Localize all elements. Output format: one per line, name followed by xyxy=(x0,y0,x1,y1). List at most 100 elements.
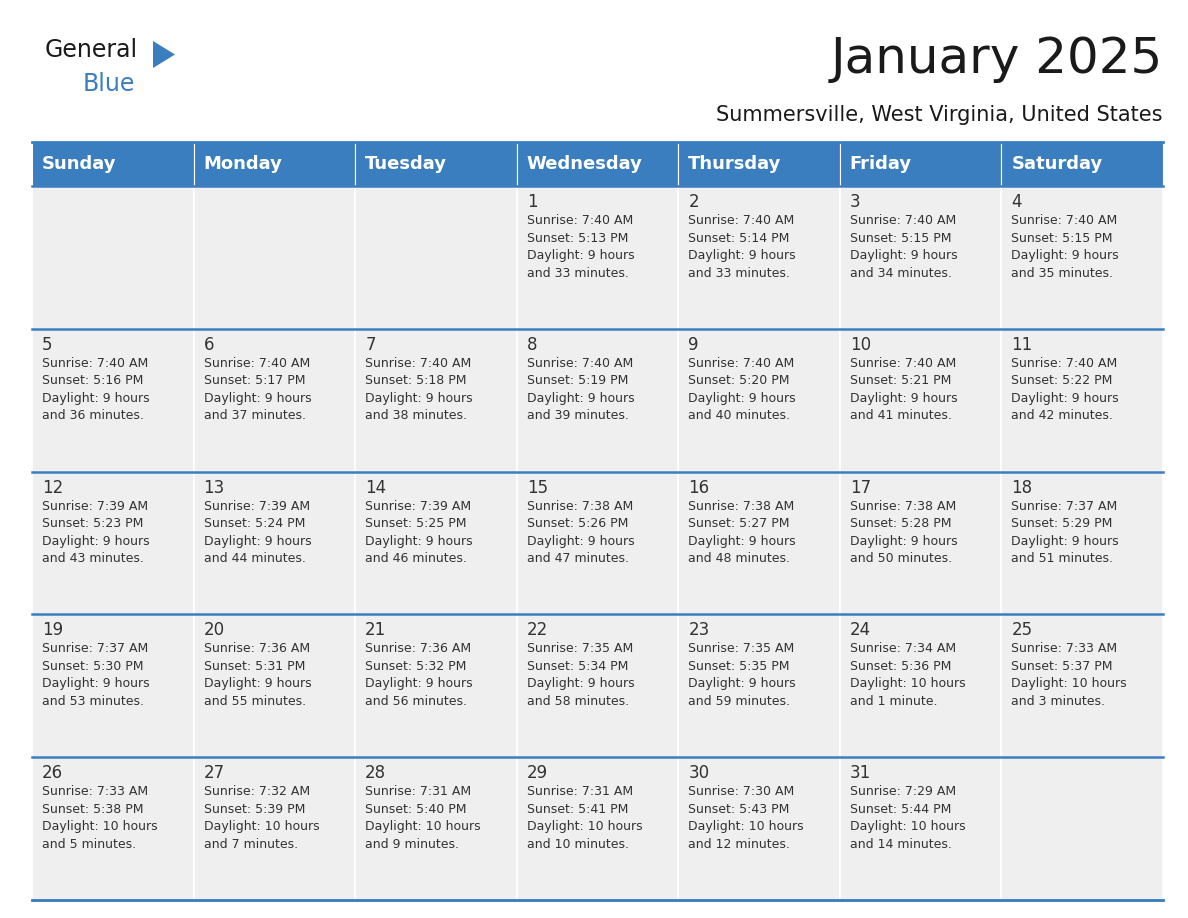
Text: Sunrise: 7:40 AM
Sunset: 5:15 PM
Daylight: 9 hours
and 35 minutes.: Sunrise: 7:40 AM Sunset: 5:15 PM Dayligh… xyxy=(1011,214,1119,279)
Text: Sunrise: 7:30 AM
Sunset: 5:43 PM
Daylight: 10 hours
and 12 minutes.: Sunrise: 7:30 AM Sunset: 5:43 PM Dayligh… xyxy=(688,785,804,851)
Text: Sunrise: 7:31 AM
Sunset: 5:40 PM
Daylight: 10 hours
and 9 minutes.: Sunrise: 7:31 AM Sunset: 5:40 PM Dayligh… xyxy=(365,785,481,851)
Bar xyxy=(840,142,1001,186)
Text: 30: 30 xyxy=(688,764,709,782)
Text: 25: 25 xyxy=(1011,621,1032,640)
Bar xyxy=(194,472,355,614)
Bar xyxy=(517,186,678,329)
Bar xyxy=(517,614,678,757)
Bar xyxy=(840,186,1001,329)
Text: 24: 24 xyxy=(849,621,871,640)
Bar xyxy=(840,757,1001,900)
Text: 27: 27 xyxy=(203,764,225,782)
Bar xyxy=(840,614,1001,757)
Text: Sunrise: 7:32 AM
Sunset: 5:39 PM
Daylight: 10 hours
and 7 minutes.: Sunrise: 7:32 AM Sunset: 5:39 PM Dayligh… xyxy=(203,785,320,851)
Bar xyxy=(517,142,678,186)
Bar xyxy=(355,142,517,186)
Text: Sunrise: 7:40 AM
Sunset: 5:18 PM
Daylight: 9 hours
and 38 minutes.: Sunrise: 7:40 AM Sunset: 5:18 PM Dayligh… xyxy=(365,357,473,422)
Text: 26: 26 xyxy=(42,764,63,782)
Text: Sunrise: 7:38 AM
Sunset: 5:27 PM
Daylight: 9 hours
and 48 minutes.: Sunrise: 7:38 AM Sunset: 5:27 PM Dayligh… xyxy=(688,499,796,565)
Text: Summersville, West Virginia, United States: Summersville, West Virginia, United Stat… xyxy=(716,105,1163,125)
Text: 10: 10 xyxy=(849,336,871,353)
Bar xyxy=(1001,329,1163,472)
Text: Thursday: Thursday xyxy=(688,155,782,173)
Text: General: General xyxy=(45,38,138,62)
Text: Sunrise: 7:36 AM
Sunset: 5:32 PM
Daylight: 9 hours
and 56 minutes.: Sunrise: 7:36 AM Sunset: 5:32 PM Dayligh… xyxy=(365,643,473,708)
Bar xyxy=(194,142,355,186)
Text: 16: 16 xyxy=(688,478,709,497)
Bar xyxy=(32,142,194,186)
Bar xyxy=(1001,757,1163,900)
Text: Sunrise: 7:34 AM
Sunset: 5:36 PM
Daylight: 10 hours
and 1 minute.: Sunrise: 7:34 AM Sunset: 5:36 PM Dayligh… xyxy=(849,643,966,708)
Text: Sunrise: 7:36 AM
Sunset: 5:31 PM
Daylight: 9 hours
and 55 minutes.: Sunrise: 7:36 AM Sunset: 5:31 PM Dayligh… xyxy=(203,643,311,708)
Text: Blue: Blue xyxy=(83,72,135,96)
Text: 20: 20 xyxy=(203,621,225,640)
Text: 6: 6 xyxy=(203,336,214,353)
Text: Sunrise: 7:31 AM
Sunset: 5:41 PM
Daylight: 10 hours
and 10 minutes.: Sunrise: 7:31 AM Sunset: 5:41 PM Dayligh… xyxy=(526,785,643,851)
Bar xyxy=(32,186,194,329)
Text: Sunrise: 7:40 AM
Sunset: 5:16 PM
Daylight: 9 hours
and 36 minutes.: Sunrise: 7:40 AM Sunset: 5:16 PM Dayligh… xyxy=(42,357,150,422)
Text: Sunrise: 7:40 AM
Sunset: 5:14 PM
Daylight: 9 hours
and 33 minutes.: Sunrise: 7:40 AM Sunset: 5:14 PM Dayligh… xyxy=(688,214,796,279)
Bar xyxy=(32,757,194,900)
Text: 19: 19 xyxy=(42,621,63,640)
Bar xyxy=(678,329,840,472)
Text: Sunrise: 7:40 AM
Sunset: 5:21 PM
Daylight: 9 hours
and 41 minutes.: Sunrise: 7:40 AM Sunset: 5:21 PM Dayligh… xyxy=(849,357,958,422)
Text: 14: 14 xyxy=(365,478,386,497)
Text: Sunrise: 7:35 AM
Sunset: 5:35 PM
Daylight: 9 hours
and 59 minutes.: Sunrise: 7:35 AM Sunset: 5:35 PM Dayligh… xyxy=(688,643,796,708)
Text: Sunrise: 7:29 AM
Sunset: 5:44 PM
Daylight: 10 hours
and 14 minutes.: Sunrise: 7:29 AM Sunset: 5:44 PM Dayligh… xyxy=(849,785,966,851)
Text: Sunrise: 7:40 AM
Sunset: 5:15 PM
Daylight: 9 hours
and 34 minutes.: Sunrise: 7:40 AM Sunset: 5:15 PM Dayligh… xyxy=(849,214,958,279)
Bar xyxy=(840,472,1001,614)
Text: 2: 2 xyxy=(688,193,699,211)
Text: Sunrise: 7:40 AM
Sunset: 5:22 PM
Daylight: 9 hours
and 42 minutes.: Sunrise: 7:40 AM Sunset: 5:22 PM Dayligh… xyxy=(1011,357,1119,422)
Text: 21: 21 xyxy=(365,621,386,640)
Bar xyxy=(678,757,840,900)
Text: 1: 1 xyxy=(526,193,537,211)
Bar xyxy=(32,329,194,472)
Text: 23: 23 xyxy=(688,621,709,640)
Text: Sunrise: 7:33 AM
Sunset: 5:38 PM
Daylight: 10 hours
and 5 minutes.: Sunrise: 7:33 AM Sunset: 5:38 PM Dayligh… xyxy=(42,785,158,851)
Bar xyxy=(1001,472,1163,614)
Bar xyxy=(840,329,1001,472)
Bar xyxy=(32,614,194,757)
Text: 7: 7 xyxy=(365,336,375,353)
Text: Sunday: Sunday xyxy=(42,155,116,173)
Bar xyxy=(1001,186,1163,329)
Text: Saturday: Saturday xyxy=(1011,155,1102,173)
Text: Sunrise: 7:40 AM
Sunset: 5:17 PM
Daylight: 9 hours
and 37 minutes.: Sunrise: 7:40 AM Sunset: 5:17 PM Dayligh… xyxy=(203,357,311,422)
Text: Sunrise: 7:38 AM
Sunset: 5:28 PM
Daylight: 9 hours
and 50 minutes.: Sunrise: 7:38 AM Sunset: 5:28 PM Dayligh… xyxy=(849,499,958,565)
Bar xyxy=(355,472,517,614)
Text: 5: 5 xyxy=(42,336,52,353)
Text: Sunrise: 7:37 AM
Sunset: 5:30 PM
Daylight: 9 hours
and 53 minutes.: Sunrise: 7:37 AM Sunset: 5:30 PM Dayligh… xyxy=(42,643,150,708)
Bar xyxy=(1001,142,1163,186)
Bar xyxy=(678,472,840,614)
Text: 9: 9 xyxy=(688,336,699,353)
Text: 17: 17 xyxy=(849,478,871,497)
Bar xyxy=(355,329,517,472)
Text: 4: 4 xyxy=(1011,193,1022,211)
Text: Sunrise: 7:40 AM
Sunset: 5:20 PM
Daylight: 9 hours
and 40 minutes.: Sunrise: 7:40 AM Sunset: 5:20 PM Dayligh… xyxy=(688,357,796,422)
Bar xyxy=(517,329,678,472)
Bar xyxy=(678,186,840,329)
Text: 28: 28 xyxy=(365,764,386,782)
Text: Sunrise: 7:39 AM
Sunset: 5:25 PM
Daylight: 9 hours
and 46 minutes.: Sunrise: 7:39 AM Sunset: 5:25 PM Dayligh… xyxy=(365,499,473,565)
Text: Sunrise: 7:37 AM
Sunset: 5:29 PM
Daylight: 9 hours
and 51 minutes.: Sunrise: 7:37 AM Sunset: 5:29 PM Dayligh… xyxy=(1011,499,1119,565)
Text: Sunrise: 7:33 AM
Sunset: 5:37 PM
Daylight: 10 hours
and 3 minutes.: Sunrise: 7:33 AM Sunset: 5:37 PM Dayligh… xyxy=(1011,643,1127,708)
Bar xyxy=(355,614,517,757)
Bar xyxy=(32,472,194,614)
Bar xyxy=(355,757,517,900)
Text: Sunrise: 7:35 AM
Sunset: 5:34 PM
Daylight: 9 hours
and 58 minutes.: Sunrise: 7:35 AM Sunset: 5:34 PM Dayligh… xyxy=(526,643,634,708)
Text: Sunrise: 7:40 AM
Sunset: 5:19 PM
Daylight: 9 hours
and 39 minutes.: Sunrise: 7:40 AM Sunset: 5:19 PM Dayligh… xyxy=(526,357,634,422)
Text: Sunrise: 7:40 AM
Sunset: 5:13 PM
Daylight: 9 hours
and 33 minutes.: Sunrise: 7:40 AM Sunset: 5:13 PM Dayligh… xyxy=(526,214,634,279)
Text: Sunrise: 7:38 AM
Sunset: 5:26 PM
Daylight: 9 hours
and 47 minutes.: Sunrise: 7:38 AM Sunset: 5:26 PM Dayligh… xyxy=(526,499,634,565)
Text: Monday: Monday xyxy=(203,155,283,173)
Bar xyxy=(194,757,355,900)
Text: Friday: Friday xyxy=(849,155,912,173)
Text: 29: 29 xyxy=(526,764,548,782)
Bar xyxy=(517,472,678,614)
Text: Sunrise: 7:39 AM
Sunset: 5:23 PM
Daylight: 9 hours
and 43 minutes.: Sunrise: 7:39 AM Sunset: 5:23 PM Dayligh… xyxy=(42,499,150,565)
Text: Wednesday: Wednesday xyxy=(526,155,643,173)
Text: 12: 12 xyxy=(42,478,63,497)
Text: 11: 11 xyxy=(1011,336,1032,353)
Text: 18: 18 xyxy=(1011,478,1032,497)
Bar xyxy=(194,329,355,472)
Bar xyxy=(194,186,355,329)
